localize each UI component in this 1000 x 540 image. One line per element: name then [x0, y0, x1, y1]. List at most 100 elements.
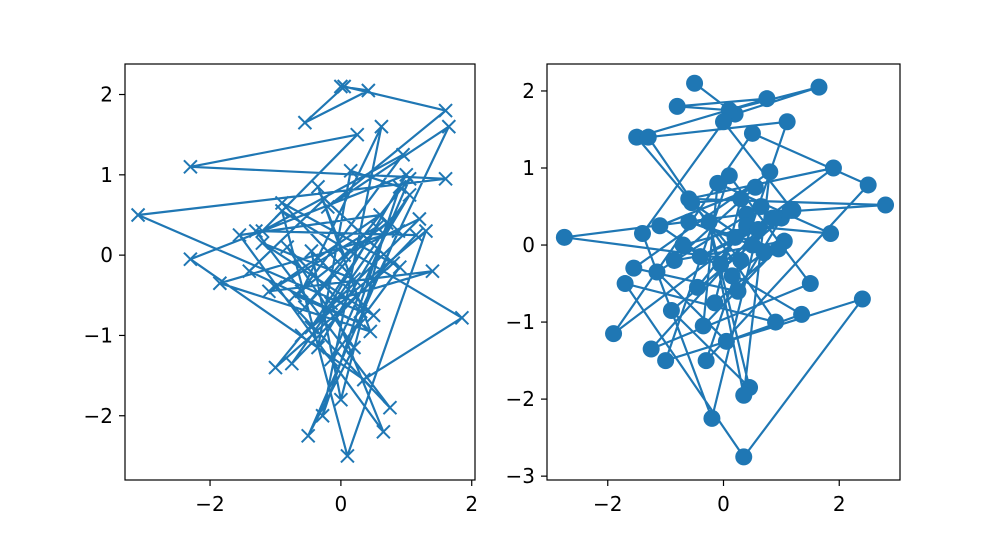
left-marker-stroke	[346, 272, 362, 287]
right-series-line	[563, 82, 887, 458]
left-marker-stroke	[242, 263, 257, 279]
left-data-point	[379, 215, 394, 231]
left-marker-stroke	[438, 171, 453, 187]
left-marker-stroke	[395, 147, 411, 162]
right-data-point	[706, 294, 724, 312]
left-marker-stroke	[386, 255, 401, 271]
right-y-tick-label: −1	[506, 310, 535, 334]
left-marker-stroke	[300, 428, 316, 444]
right-data-point	[767, 313, 785, 331]
left-data-point	[366, 308, 381, 323]
left-data-point	[304, 320, 319, 335]
left-marker-stroke	[330, 292, 345, 307]
left-data-point	[395, 147, 411, 162]
right-y-tick-label: −2	[506, 387, 535, 411]
right-data-point	[810, 78, 828, 96]
left-marker-stroke	[304, 243, 319, 259]
right-data-point	[683, 194, 701, 212]
left-data-point	[300, 428, 316, 444]
right-data-point	[605, 325, 623, 343]
left-marker-stroke	[248, 223, 264, 239]
left-data-point	[294, 328, 309, 343]
left-data-point	[359, 231, 375, 247]
left-data-point	[376, 424, 391, 440]
left-marker-stroke	[353, 316, 368, 331]
right-plot-panel: −2 0 2 −3 −2 −1 0 1 2	[506, 63, 901, 516]
right-data-point	[822, 224, 840, 242]
left-x-tick-label: 2	[465, 492, 478, 516]
left-data-point	[315, 408, 330, 423]
left-data-point	[304, 243, 319, 259]
left-data-point	[343, 163, 358, 179]
left-marker-stroke	[255, 235, 270, 251]
left-marker-stroke	[294, 284, 309, 299]
left-marker-stroke	[412, 211, 427, 227]
left-y-tick-label: −2	[84, 404, 113, 428]
right-data-point	[746, 178, 764, 196]
left-data-point	[350, 127, 365, 142]
right-data-point	[680, 213, 698, 231]
right-data-point	[758, 90, 776, 108]
left-marker-stroke	[392, 259, 407, 275]
right-data-point	[709, 174, 727, 192]
left-marker-stroke	[356, 372, 371, 387]
left-data-point	[346, 340, 362, 355]
left-data-point	[280, 239, 295, 255]
right-data-point	[625, 259, 643, 277]
left-data-point	[425, 263, 440, 279]
left-marker-stroke	[369, 219, 385, 235]
left-x-tick-label: −2	[195, 492, 224, 516]
right-data-point	[877, 196, 895, 214]
left-marker-stroke	[391, 223, 406, 239]
right-data-point	[769, 240, 787, 258]
left-data-point	[232, 227, 247, 243]
right-data-point	[859, 176, 877, 194]
left-data-point	[353, 316, 368, 331]
right-data-point	[793, 305, 811, 323]
right-data-point	[735, 386, 753, 404]
right-y-tick-label: 2	[522, 79, 535, 103]
right-data-point	[717, 332, 735, 350]
right-data-point	[700, 213, 718, 231]
right-data-point	[853, 290, 871, 308]
left-data-point	[317, 191, 332, 207]
left-marker-stroke	[304, 320, 319, 335]
right-data-point	[778, 113, 796, 131]
right-data-point	[761, 163, 779, 181]
left-data-point	[418, 223, 434, 239]
left-marker-stroke	[353, 304, 368, 319]
right-data-point	[801, 275, 819, 293]
left-data-point	[323, 352, 339, 367]
left-marker-stroke	[382, 400, 398, 415]
left-data-point	[408, 227, 424, 243]
left-data-point	[363, 324, 378, 339]
left-marker-stroke	[376, 424, 391, 440]
right-data-point	[732, 251, 750, 269]
left-data-point	[274, 195, 290, 211]
left-data-point	[320, 199, 336, 215]
left-data-point	[361, 83, 376, 98]
left-data-point	[268, 360, 283, 375]
right-data-point	[686, 74, 704, 92]
left-marker-stroke	[350, 127, 365, 142]
left-axes-frame	[124, 63, 476, 481]
right-data-point	[723, 267, 741, 285]
left-data-point	[323, 296, 339, 311]
left-y-tick-label: 1	[100, 163, 113, 187]
right-data-point	[616, 275, 634, 293]
left-y-tick-label: 0	[100, 243, 113, 267]
right-data-point	[697, 352, 715, 370]
left-data-point	[346, 272, 362, 287]
left-marker-stroke	[323, 352, 339, 367]
left-data-point	[183, 159, 198, 175]
left-marker-stroke	[333, 79, 349, 94]
left-marker-stroke	[336, 79, 352, 94]
right-data-point	[764, 209, 782, 227]
right-data-point	[665, 251, 683, 269]
left-data-point	[336, 247, 352, 263]
right-data-point	[743, 236, 761, 254]
left-plot-panel: −2 0 2 −2 −1 0 1 2	[84, 63, 478, 516]
right-data-point	[648, 263, 666, 281]
right-data-point	[555, 228, 573, 246]
